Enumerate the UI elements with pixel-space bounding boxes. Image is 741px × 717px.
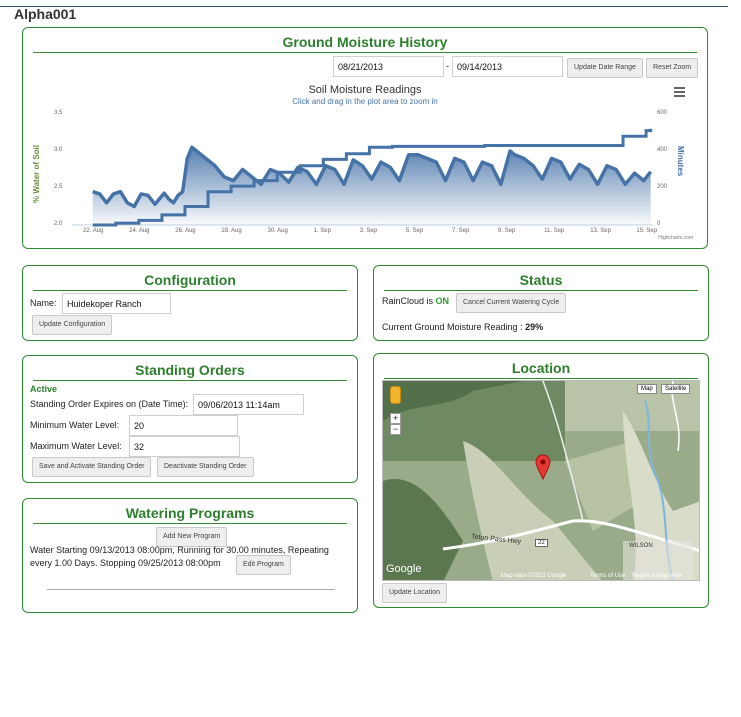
program-line-2: every 1.00 Days. Stopping 09/25/2013 08:… xyxy=(30,558,221,568)
update-configuration-button[interactable]: Update Configuration xyxy=(32,315,113,335)
raincloud-label: RainCloud is ON xyxy=(382,296,449,306)
map-marker-icon[interactable] xyxy=(535,454,551,480)
start-date-input[interactable] xyxy=(333,56,444,77)
date-separator: - xyxy=(446,61,449,71)
deactivate-standing-order-button[interactable]: Deactivate Standing Order xyxy=(157,457,254,477)
google-logo: Google xyxy=(386,563,422,575)
x-tick-label: 9. Sep xyxy=(498,228,516,234)
y2-tick-label: 600 xyxy=(657,110,668,116)
moisture-label: Current Ground Moisture Reading : xyxy=(382,322,523,332)
chart-title: Soil Moisture Readings xyxy=(308,84,422,96)
configuration-title: Configuration xyxy=(33,272,347,291)
max-water-input[interactable] xyxy=(129,436,240,457)
moisture-area xyxy=(92,147,651,225)
expires-label: Standing Order Expires on (Date Time): xyxy=(30,399,189,409)
history-title: Ground Moisture History xyxy=(33,34,697,53)
x-tick-label: 11. Sep xyxy=(544,228,565,234)
map-terms-link[interactable]: Terms of Use xyxy=(590,573,626,579)
zoom-out-button[interactable]: − xyxy=(390,424,401,435)
save-standing-order-button[interactable]: Save and Activate Standing Order xyxy=(32,457,152,477)
x-tick-label: 30. Aug xyxy=(267,228,288,234)
cancel-watering-button[interactable]: Cancel Current Watering Cycle xyxy=(456,293,567,313)
moisture-chart[interactable] xyxy=(23,28,709,250)
update-date-range-button[interactable]: Update Date Range xyxy=(567,58,643,78)
x-tick-label: 7. Sep xyxy=(451,228,470,234)
standing-orders-panel: Standing Orders Active Standing Order Ex… xyxy=(22,355,358,483)
active-label: Active xyxy=(30,384,58,394)
x-tick-label: 15. Sep xyxy=(636,228,658,234)
route-shield: 22 xyxy=(535,539,548,547)
raincloud-text: RainCloud is xyxy=(382,296,434,306)
zoom-in-button[interactable]: + xyxy=(390,413,401,424)
status-panel: Status RainCloud is ON Cancel Current Wa… xyxy=(373,265,709,341)
y-tick-label: 3.5 xyxy=(54,110,63,116)
y2-tick-label: 0 xyxy=(657,221,661,227)
moisture-line xyxy=(92,145,653,209)
y-tick-label: 3.0 xyxy=(54,147,63,153)
program-divider xyxy=(47,589,335,590)
location-map[interactable]: + − Map Satellite Teton Pass Hwy 22 WILS… xyxy=(382,380,700,581)
program-line-1: Water Starting 09/13/2013 08:00pm, Runni… xyxy=(30,545,329,555)
moisture-reading: Current Ground Moisture Reading : 29% xyxy=(382,322,543,332)
map-type-map-button[interactable]: Map xyxy=(637,384,657,394)
x-tick-label: 3. Sep xyxy=(359,228,378,234)
moisture-value: 29% xyxy=(525,322,544,332)
x-tick-label: 28. Aug xyxy=(221,228,242,234)
highcharts-credit[interactable]: Highcharts.com xyxy=(658,235,693,241)
standing-orders-title: Standing Orders xyxy=(33,362,347,381)
reset-zoom-button[interactable]: Reset Zoom xyxy=(646,58,699,78)
add-program-button[interactable]: Add New Program xyxy=(156,527,228,547)
x-tick-label: 22. Aug xyxy=(83,228,104,234)
device-title: Alpha001 xyxy=(14,6,77,22)
name-label: Name: xyxy=(30,298,57,308)
watering-programs-panel: Watering Programs Add New Program Water … xyxy=(22,498,358,613)
end-date-input[interactable] xyxy=(452,56,563,77)
ground-moisture-history-panel: Ground Moisture History - Update Date Ra… xyxy=(22,27,708,249)
configuration-panel: Configuration Name: Update Configuration xyxy=(22,265,358,341)
watering-programs-title: Watering Programs xyxy=(33,505,347,524)
location-panel: Location + − Map Satellite Teton Pass Hw… xyxy=(373,353,709,608)
min-water-label: Minimum Water Level: xyxy=(30,420,120,430)
minutes-line xyxy=(92,128,653,227)
y-tick-label: 2.0 xyxy=(54,221,63,227)
status-title: Status xyxy=(384,272,698,291)
name-input[interactable] xyxy=(62,293,171,314)
x-tick-label: 1. Sep xyxy=(313,228,331,234)
map-terrain xyxy=(383,381,699,580)
x-tick-label: 13. Sep xyxy=(590,228,611,234)
map-data-credit: Map data ©2013 Google xyxy=(501,573,567,579)
pegman-icon[interactable] xyxy=(390,386,401,404)
expires-input[interactable] xyxy=(193,394,304,415)
map-report-link[interactable]: Report a map error xyxy=(632,573,683,579)
chart-subtitle: Click and drag in the plot area to zoom … xyxy=(292,97,438,106)
x-tick-label: 5. Sep xyxy=(405,228,424,234)
header-rule xyxy=(0,6,728,7)
chart-menu-icon[interactable] xyxy=(674,87,685,97)
x-tick-label: 24. Aug xyxy=(129,228,150,234)
map-type-satellite-button[interactable]: Satellite xyxy=(661,384,691,394)
edit-program-button[interactable]: Edit Program xyxy=(236,555,291,575)
update-location-button[interactable]: Update Location xyxy=(382,583,447,603)
x-tick-label: 26. Aug xyxy=(175,228,196,234)
y-tick-label: 2.5 xyxy=(54,184,63,190)
raincloud-state: ON xyxy=(435,296,450,306)
y2-tick-label: 400 xyxy=(657,147,668,153)
location-title: Location xyxy=(384,360,698,379)
min-water-input[interactable] xyxy=(129,415,238,436)
y2-tick-label: 200 xyxy=(657,184,668,190)
town-label: WILSON xyxy=(629,543,653,549)
max-water-label: Maximum Water Level: xyxy=(30,441,122,451)
